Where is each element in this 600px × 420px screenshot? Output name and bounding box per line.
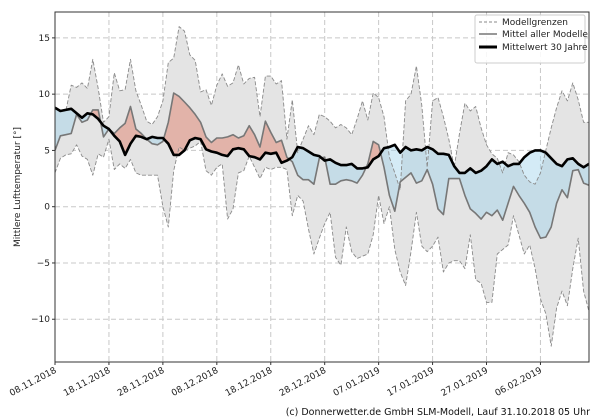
climate-mean-line — [55, 106, 589, 175]
y-tick-label: 10 — [39, 90, 51, 100]
x-tick-label: 07.01.2019 — [332, 366, 382, 399]
x-tick-label: 28.11.2018 — [116, 366, 166, 399]
y-tick-label: −10 — [31, 315, 50, 325]
grid-lines — [54, 12, 589, 362]
legend-label-30jahre: Mittelwert 30 Jahre — [502, 43, 588, 53]
model-min-line — [55, 138, 589, 347]
y-tick-label: 0 — [44, 203, 50, 213]
y-tick-label: 15 — [39, 34, 50, 44]
model-max-line — [55, 26, 589, 191]
y-tick-label: 5 — [44, 146, 50, 156]
legend-box — [474, 14, 586, 64]
x-tick-label: 18.11.2018 — [62, 366, 112, 399]
x-axis: 08.11.2018 18.11.2018 28.11.2018 08.12.2018… — [8, 362, 544, 399]
y-axis-label: Mittlere Lufttemperatur [°] — [13, 127, 23, 247]
x-tick-label: 08.12.2018 — [170, 366, 220, 399]
y-axis: −10 −5 0 5 10 15 — [31, 34, 55, 325]
copyright-footer: (c) Donnerwetter.de GmbH SLM-Modell, Lau… — [286, 407, 590, 418]
plot-frame — [54, 11, 590, 363]
x-tick-label: 17.01.2019 — [386, 366, 436, 399]
x-tick-label: 28.12.2018 — [278, 366, 328, 399]
x-tick-label: 06.02.2019 — [494, 366, 544, 399]
legend: Modellgrenzen Mittel aller Modelle Mitte… — [474, 14, 588, 64]
x-tick-label: 27.01.2019 — [440, 366, 490, 399]
x-tick-label: 18.12.2018 — [224, 366, 274, 399]
legend-label-mittel: Mittel aller Modelle — [502, 30, 588, 40]
x-tick-label: 08.11.2018 — [8, 366, 58, 399]
legend-label-modellgrenzen: Modellgrenzen — [502, 18, 568, 28]
warm-anomaly-fill — [55, 93, 589, 173]
y-tick-label: −5 — [37, 259, 50, 269]
